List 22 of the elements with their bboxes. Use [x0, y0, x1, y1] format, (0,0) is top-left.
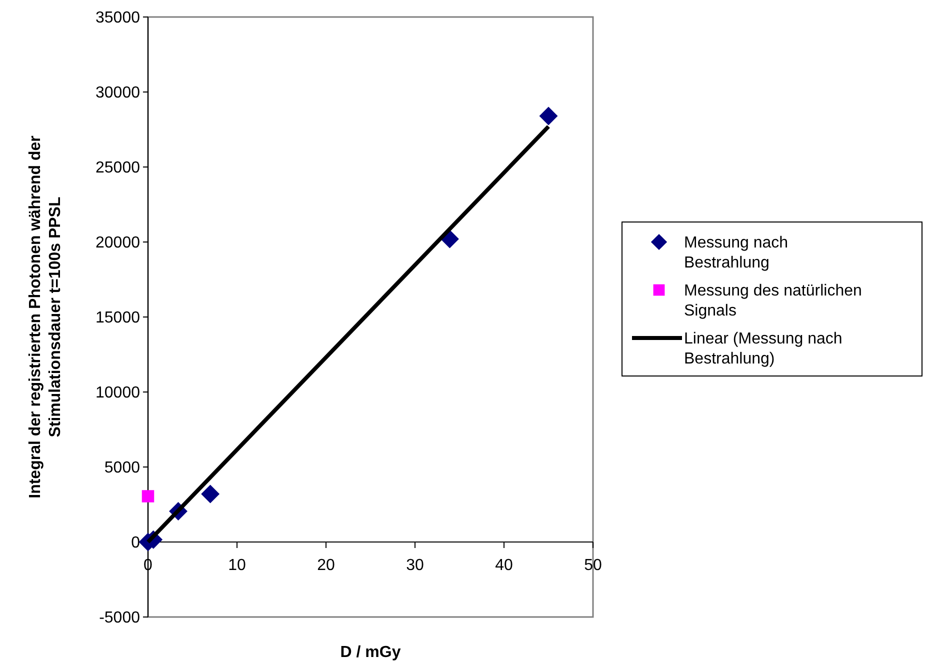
y-tick-label: 15000	[96, 310, 140, 327]
y-tick-label: 10000	[96, 384, 140, 402]
x-tick-label: 40	[495, 557, 513, 574]
y-tick-label: 30000	[96, 84, 140, 102]
y-axis-title: Integral der registrierten Photonen während der Stimulationsdauer t=100s PPSL	[27, 136, 64, 498]
y-tick-label: 35000	[96, 10, 140, 27]
y-tick-label: -5000	[99, 610, 140, 627]
point	[142, 490, 154, 502]
legend-label: Linear (Messung nach Bestrahlung)	[684, 330, 842, 368]
x-tick-label: 10	[228, 557, 246, 574]
x-tick-label: 50	[584, 557, 602, 574]
legend-label: Messung nach Bestrahlung	[684, 234, 788, 272]
point	[539, 106, 558, 126]
y-tick-label: 0	[131, 534, 140, 552]
x-axis-title: D / mGy	[340, 644, 401, 661]
x-tick-label: 20	[317, 557, 335, 574]
y-tick-label: 5000	[104, 460, 140, 477]
y-tick-label: 20000	[96, 234, 140, 252]
point	[201, 484, 220, 504]
x-tick-label: 30	[406, 557, 424, 574]
y-tick-label: 25000	[96, 160, 140, 177]
legend-label: Messung des natürlichen Signals	[684, 282, 862, 320]
